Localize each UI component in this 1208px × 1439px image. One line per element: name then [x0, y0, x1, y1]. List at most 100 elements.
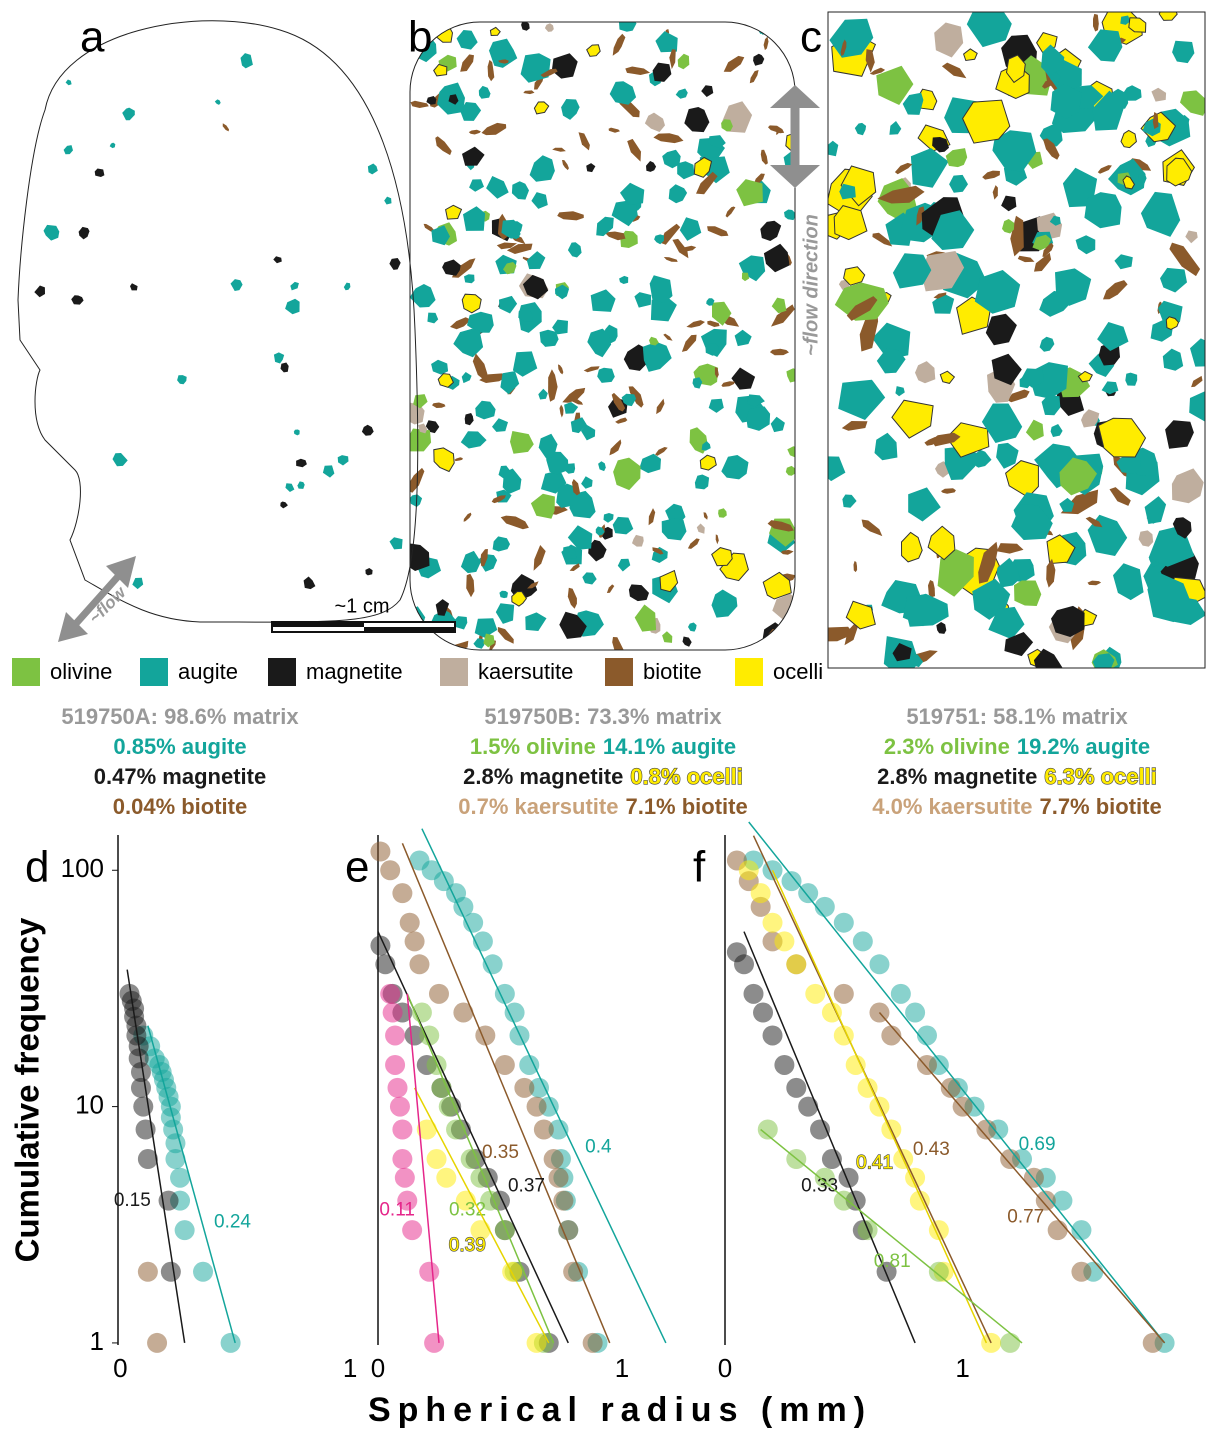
data-point: [147, 1333, 167, 1353]
grain: [866, 49, 875, 73]
grain: [64, 145, 73, 154]
grain: [613, 34, 626, 56]
grain: [655, 31, 677, 52]
grain: [908, 487, 941, 521]
data-point: [805, 984, 825, 1004]
grain: [584, 366, 600, 372]
data-point: [917, 1055, 937, 1075]
grain: [66, 80, 72, 86]
grain: [21, 612, 28, 620]
grain: [285, 299, 300, 315]
grain: [993, 185, 998, 200]
slope-label: 0.33: [801, 1176, 838, 1197]
data-point: [133, 1097, 153, 1117]
grain: [604, 513, 614, 523]
data-point: [527, 1097, 547, 1117]
grain: [915, 361, 935, 383]
grain: [762, 622, 785, 649]
grain: [936, 622, 946, 634]
panel-label: f: [693, 843, 706, 892]
grain: [755, 13, 780, 35]
grain: [545, 23, 554, 32]
grain: [557, 211, 584, 220]
grain: [834, 206, 867, 240]
grain: [862, 520, 883, 537]
grain: [453, 329, 483, 357]
legend-swatch: [605, 658, 633, 686]
grain: [662, 631, 672, 643]
data-point: [390, 1097, 410, 1117]
data-point: [431, 1078, 451, 1098]
data-point: [388, 1078, 408, 1098]
grain: [649, 508, 656, 525]
grain: [875, 433, 898, 460]
composition-line: 519751: 58.1% matrix: [906, 704, 1128, 729]
grain: [643, 342, 672, 372]
grain: [548, 369, 558, 402]
grain: [79, 227, 90, 240]
legend-swatch: [735, 658, 763, 686]
grain: [1191, 376, 1202, 387]
figure: a b c ~flow ~flow direction ~1 cm olivin…: [0, 0, 1208, 1434]
legend-swatch: [12, 658, 40, 686]
grain: [560, 405, 564, 418]
composition-line: 519750B: 73.3% matrix: [484, 704, 722, 729]
grain: [786, 368, 802, 382]
grain: [1034, 253, 1051, 272]
grain: [761, 150, 768, 165]
grain: [618, 559, 631, 572]
data-point: [380, 860, 400, 880]
chart: f010.690.430.770.410.330.81: [693, 822, 1175, 1383]
data-point: [427, 1149, 447, 1169]
grain: [609, 128, 620, 133]
data-point: [461, 1149, 481, 1169]
data-point: [786, 954, 806, 974]
grain: [1102, 381, 1119, 394]
grain: [982, 171, 1000, 180]
data-point: [405, 931, 425, 951]
grain: [469, 130, 481, 135]
data-point: [869, 954, 889, 974]
grain: [587, 45, 601, 57]
grain: [619, 16, 637, 32]
grain: [609, 439, 621, 455]
grain: [1113, 563, 1144, 600]
data-point: [534, 1119, 554, 1139]
x-axis-label: Spherical radius (mm): [368, 1391, 872, 1429]
data-point: [798, 883, 818, 903]
composition-text: 0.04% biotite: [113, 794, 247, 819]
grain: [712, 548, 733, 566]
grain: [534, 102, 548, 114]
data-point: [739, 860, 759, 880]
data-point: [782, 871, 802, 891]
grain: [629, 584, 649, 601]
data-point: [175, 1220, 195, 1240]
data-point: [583, 1333, 603, 1353]
slope-label: 0.35: [482, 1142, 519, 1163]
data-point: [763, 913, 783, 933]
thin-section-c: [811, 5, 1208, 680]
grain: [1084, 192, 1121, 228]
grain: [562, 160, 569, 170]
grain: [462, 294, 481, 313]
grain: [564, 402, 578, 414]
x-tick-label: 1: [615, 1353, 629, 1383]
slope-label: 0.11: [379, 1199, 415, 1220]
grain: [582, 572, 596, 584]
panel-label: b: [408, 13, 432, 62]
data-point: [221, 1333, 241, 1353]
y-tick-label: 100: [61, 853, 104, 883]
grain: [653, 63, 672, 82]
grain: [389, 258, 400, 270]
composition-text: 7.1% biotite: [625, 794, 747, 819]
grain: [461, 431, 487, 448]
grain: [558, 364, 563, 374]
grain: [697, 524, 705, 534]
outline-a: [18, 21, 418, 622]
grain: [784, 210, 796, 221]
composition-line: 1.5% olivine14.1% augite: [470, 734, 736, 759]
grain: [457, 30, 478, 50]
composition-text: 0.47% magnetite: [94, 764, 266, 789]
grain: [764, 244, 790, 272]
grain: [605, 232, 626, 241]
